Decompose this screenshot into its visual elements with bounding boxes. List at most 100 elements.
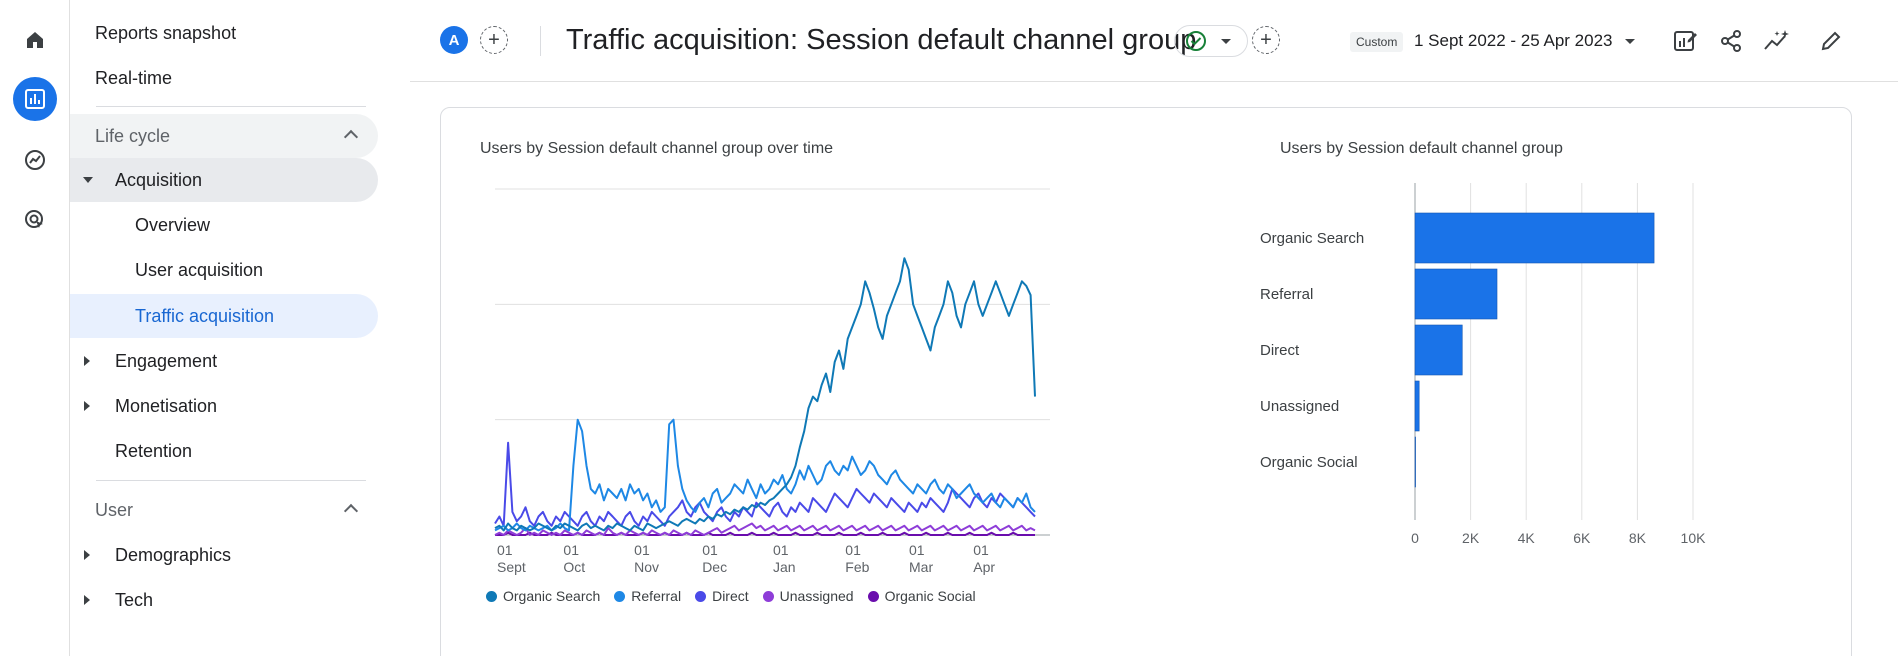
x-tick-label: 4K	[1518, 530, 1536, 545]
x-tick-label: 10K	[1681, 530, 1707, 545]
report-nav: Reports snapshot Real-time Life cycle Ac…	[70, 0, 380, 656]
nav-divider	[96, 480, 366, 481]
report-status-dropdown[interactable]	[1174, 25, 1248, 57]
insights-icon[interactable]	[1762, 26, 1792, 56]
main-content: A + Traffic acquisition: Session default…	[410, 0, 1898, 656]
caret-right-icon	[84, 401, 90, 411]
x-tick-label: 2K	[1462, 530, 1480, 545]
x-tick-label: 6K	[1573, 530, 1591, 545]
advertising-icon[interactable]	[13, 198, 57, 242]
x-tick-label: 01	[909, 542, 925, 558]
legend-label: Unassigned	[779, 588, 854, 604]
plus-icon: +	[1260, 29, 1272, 51]
share-icon[interactable]	[1716, 26, 1746, 56]
x-tick-sublabel: Sept	[497, 559, 526, 575]
date-preset-chip[interactable]: Custom	[1350, 32, 1404, 52]
nav-label: Retention	[115, 440, 193, 461]
x-tick-sublabel: Nov	[634, 559, 659, 575]
nav-label: User acquisition	[135, 259, 264, 280]
chart-card	[440, 107, 1852, 656]
customize-report-icon[interactable]	[1670, 26, 1700, 56]
x-tick-sublabel: Feb	[845, 559, 869, 575]
series-line-referral	[494, 418, 1036, 532]
comparison-avatar[interactable]: A	[440, 26, 468, 54]
nav-label: Reports snapshot	[95, 22, 237, 43]
x-tick-label: 8K	[1629, 530, 1647, 545]
nav-item-engagement[interactable]: Engagement	[70, 339, 378, 383]
nav-label: Overview	[135, 214, 211, 235]
x-tick-label: 01	[845, 542, 861, 558]
nav-label: Monetisation	[115, 395, 218, 416]
x-tick-sublabel: Jan	[773, 559, 796, 575]
add-filter-button[interactable]: +	[1252, 26, 1280, 54]
nav-item-traffic-acquisition[interactable]: Traffic acquisition	[70, 294, 378, 338]
left-rail	[0, 0, 70, 656]
x-tick-label: 01	[773, 542, 789, 558]
home-icon[interactable]	[13, 18, 57, 62]
nav-label: User	[95, 499, 134, 520]
report-header: A + Traffic acquisition: Session default…	[410, 0, 1898, 82]
x-tick-label: 01	[634, 542, 650, 558]
series-line-unassigned	[494, 522, 1036, 536]
nav-label: Demographics	[115, 544, 232, 565]
nav-item-tech[interactable]: Tech	[70, 578, 378, 622]
bar-chart-title: Users by Session default channel group	[1280, 140, 1563, 157]
caret-right-icon	[84, 595, 90, 605]
nav-label: Acquisition	[115, 169, 203, 190]
chevron-up-icon	[343, 503, 359, 519]
nav-label: Real-time	[95, 67, 173, 88]
x-tick-label: 01	[702, 542, 718, 558]
series-line-organic-social	[495, 531, 1035, 536]
nav-item-demographics[interactable]: Demographics	[70, 533, 378, 577]
nav-item-acquisition[interactable]: Acquisition	[70, 158, 378, 202]
bar-unassigned	[1414, 380, 1420, 432]
x-tick-label: 01	[563, 542, 579, 558]
caret-down-icon	[83, 177, 93, 183]
header-divider	[540, 26, 541, 56]
line-chart-title: Users by Session default channel group o…	[480, 140, 834, 157]
legend-item[interactable]: Organic Search	[486, 588, 600, 604]
nav-section-lifecycle[interactable]: Life cycle	[70, 114, 378, 158]
nav-item-retention[interactable]: Retention	[70, 429, 378, 473]
reports-icon[interactable]	[13, 77, 57, 121]
nav-item-user-acquisition[interactable]: User acquisition	[70, 248, 378, 292]
explore-icon[interactable]	[13, 138, 57, 182]
series-line-organic-search	[494, 257, 1036, 532]
legend-dot	[867, 590, 879, 602]
line-chart[interactable]: 05010015001Sept01Oct01Nov01Dec01Jan01Feb…	[470, 175, 1050, 575]
add-comparison-button[interactable]: +	[480, 26, 508, 54]
bar-organic-social	[1414, 436, 1416, 488]
bar-referral	[1414, 268, 1498, 320]
bar-organic-search	[1414, 212, 1655, 264]
legend-item[interactable]: Referral	[614, 588, 681, 604]
legend-label: Organic Search	[503, 588, 601, 604]
legend-item[interactable]: Unassigned	[762, 588, 854, 604]
caret-right-icon	[84, 550, 90, 560]
nav-realtime[interactable]: Real-time	[70, 56, 378, 100]
nav-reports-snapshot[interactable]: Reports snapshot	[70, 11, 378, 55]
nav-item-overview[interactable]: Overview	[70, 203, 378, 247]
x-tick-label: 0	[1411, 530, 1419, 545]
legend-item[interactable]: Organic Social	[867, 588, 976, 604]
date-range-picker[interactable]: 1 Sept 2022 - 25 Apr 2023	[1414, 31, 1636, 51]
caret-right-icon	[84, 356, 90, 366]
legend-dot	[486, 590, 497, 602]
edit-icon[interactable]	[1816, 26, 1846, 56]
nav-label: Tech	[115, 589, 154, 610]
chevron-up-icon	[343, 129, 359, 145]
nav-item-monetisation[interactable]: Monetisation	[70, 384, 378, 428]
date-range-text: 1 Sept 2022 - 25 Apr 2023	[1414, 31, 1613, 50]
x-tick-label: 01	[973, 542, 989, 558]
x-tick-sublabel: Dec	[702, 559, 727, 575]
nav-label: Engagement	[115, 350, 218, 371]
category-label: Unassigned	[1260, 398, 1339, 415]
dropdown-arrow-icon	[1221, 38, 1231, 44]
nav-section-user[interactable]: User	[70, 488, 378, 532]
legend-item[interactable]: Direct	[695, 588, 749, 604]
nav-label: Life cycle	[95, 125, 171, 146]
legend-dot	[762, 590, 774, 602]
dropdown-arrow-icon	[1625, 39, 1636, 45]
bar-chart[interactable]: 0 2K 4K 6K 8K 10K Organic Search Referral Direct…	[1260, 175, 1730, 545]
category-label: Organic Social	[1260, 454, 1358, 471]
plus-icon: +	[488, 29, 500, 51]
